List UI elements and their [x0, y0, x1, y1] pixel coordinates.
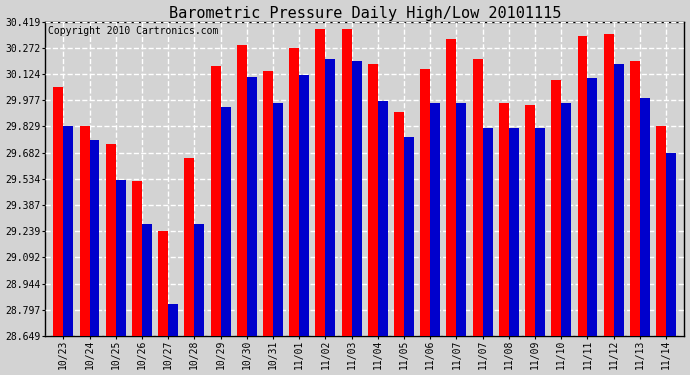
Bar — [561, 103, 571, 336]
Bar — [289, 48, 299, 336]
Bar — [210, 66, 221, 336]
Bar — [509, 128, 519, 336]
Bar — [195, 224, 204, 336]
Bar — [273, 103, 283, 336]
Bar — [63, 126, 73, 336]
Bar — [378, 101, 388, 336]
Bar — [168, 304, 178, 336]
Bar — [247, 76, 257, 336]
Bar — [342, 28, 352, 336]
Bar — [158, 231, 168, 336]
Bar — [473, 59, 482, 336]
Bar — [90, 141, 99, 336]
Bar — [326, 59, 335, 336]
Text: Copyright 2010 Cartronics.com: Copyright 2010 Cartronics.com — [48, 26, 219, 36]
Bar — [53, 87, 63, 336]
Bar — [394, 112, 404, 336]
Bar — [656, 126, 666, 336]
Bar — [116, 180, 126, 336]
Bar — [457, 103, 466, 336]
Bar — [525, 105, 535, 336]
Bar — [578, 36, 587, 336]
Bar — [420, 69, 431, 336]
Bar — [237, 45, 247, 336]
Bar — [263, 71, 273, 336]
Bar — [368, 64, 378, 336]
Bar — [535, 128, 545, 336]
Bar — [482, 128, 493, 336]
Bar — [446, 39, 457, 336]
Bar — [299, 75, 309, 336]
Bar — [630, 61, 640, 336]
Title: Barometric Pressure Daily High/Low 20101115: Barometric Pressure Daily High/Low 20101… — [168, 6, 561, 21]
Bar — [604, 34, 613, 336]
Bar — [431, 103, 440, 336]
Bar — [666, 153, 676, 336]
Bar — [106, 144, 116, 336]
Bar — [587, 78, 598, 336]
Bar — [142, 224, 152, 336]
Bar — [613, 64, 624, 336]
Bar — [221, 107, 230, 336]
Bar — [184, 158, 195, 336]
Bar — [640, 98, 650, 336]
Bar — [352, 61, 362, 336]
Bar — [551, 80, 561, 336]
Bar — [404, 137, 414, 336]
Bar — [499, 103, 509, 336]
Bar — [315, 28, 326, 336]
Bar — [79, 126, 90, 336]
Bar — [132, 181, 142, 336]
